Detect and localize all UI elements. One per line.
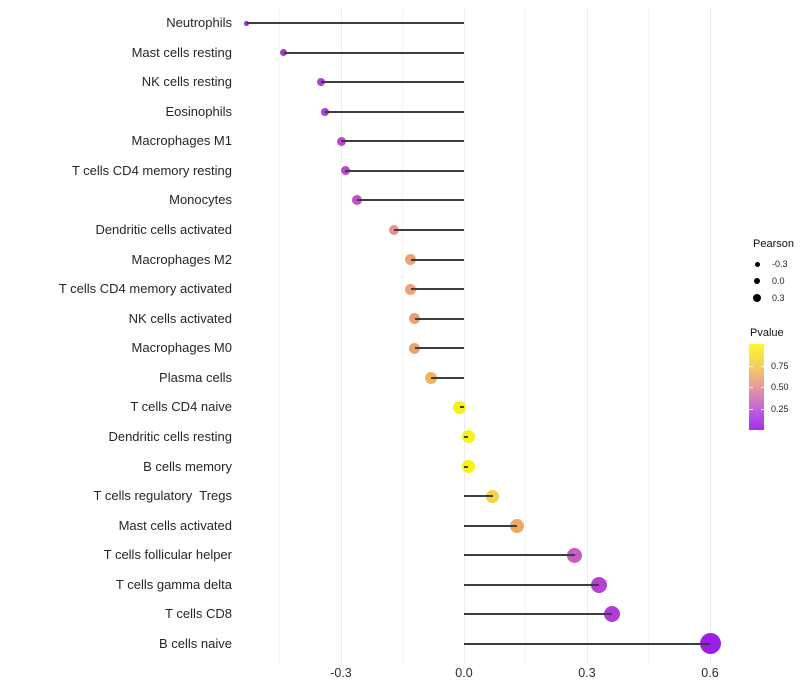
gridline-minor [525, 8, 526, 664]
colorbar-tick [749, 387, 753, 388]
y-axis-label: Monocytes [169, 192, 232, 208]
y-axis-label: Macrophages M2 [131, 251, 232, 267]
lollipop-stem [341, 140, 464, 143]
lollipop-stem [464, 583, 600, 586]
lollipop-dot [591, 576, 608, 593]
legend-pearson-value: 0.0 [772, 276, 785, 286]
lollipop-stem [464, 465, 469, 468]
lollipop-stem [394, 228, 464, 231]
x-axis-tick-label: 0.0 [455, 666, 473, 680]
pvalue-colorbar [749, 344, 764, 430]
lollipop-stem [246, 22, 464, 24]
x-axis-tick-label: 0.3 [578, 666, 596, 680]
y-axis-label: NK cells activated [128, 310, 232, 326]
lollipop-dot [486, 489, 500, 503]
gridline-minor [402, 8, 403, 664]
y-axis-label: B cells naive [159, 635, 232, 651]
colorbar-tick [749, 408, 753, 410]
gridline-minor [279, 8, 280, 664]
y-axis-label: Dendritic cells activated [95, 221, 232, 237]
y-axis-label: Macrophages M1 [131, 133, 232, 149]
lollipop-stem [414, 347, 464, 350]
y-axis-label: T cells CD4 naive [130, 399, 232, 415]
colorbar-tick [760, 365, 764, 367]
legend-pearson-title: Pearson [753, 238, 794, 250]
gridline-major [463, 8, 465, 664]
y-axis-label: T cells CD4 memory resting [71, 162, 232, 178]
lollipop-stem [464, 642, 710, 645]
y-axis-label: Eosinophils [165, 103, 233, 119]
y-axis-label: Mast cells activated [118, 517, 232, 533]
y-axis-label: T cells gamma delta [115, 576, 232, 592]
lollipop-dot [567, 547, 583, 563]
gridline-major [586, 8, 588, 664]
lollipop-stem [357, 199, 464, 202]
lollipop-stem [410, 288, 464, 291]
y-axis-label: NK cells resting [141, 74, 232, 90]
lollipop-stem [414, 317, 464, 320]
y-axis-label: T cells follicular helper [103, 547, 232, 563]
lollipop-stem [464, 495, 493, 498]
lollipop-dot [510, 518, 525, 533]
y-axis-label: Macrophages M0 [131, 340, 232, 356]
pvalue-tick-label: 0.75 [771, 360, 789, 371]
y-axis-label: T cells CD8 [165, 606, 232, 622]
lollipop-dot [603, 606, 620, 623]
lollipop-stem [410, 258, 464, 261]
y-axis-label: Plasma cells [159, 369, 232, 385]
legend-pearson-value: 0.3 [772, 293, 785, 303]
pvalue-tick-label: 0.50 [771, 382, 789, 392]
x-axis-tick-label: 0.6 [701, 666, 719, 680]
lollipop-stem [464, 524, 518, 527]
gridline-major [709, 8, 711, 664]
legend-pearson-dot [753, 277, 761, 285]
legend-pvalue-title: Pvalue [750, 327, 784, 339]
lollipop-dot [461, 460, 475, 474]
colorbar-tick [760, 408, 764, 410]
gridline-major [340, 8, 342, 664]
lollipop-stem [345, 169, 464, 172]
y-axis-label: B cells memory [143, 458, 232, 474]
colorbar-tick [749, 365, 753, 367]
lollipop-stem [464, 435, 469, 438]
y-axis-label: T cells CD4 memory activated [58, 281, 232, 297]
lollipop-stem [459, 406, 464, 409]
pvalue-tick-label: 0.25 [771, 403, 789, 414]
legend-pearson-dot [754, 261, 760, 267]
lollipop-dot [461, 430, 475, 444]
y-axis-label: Mast cells resting [131, 44, 232, 60]
legend-pearson-value: -0.3 [772, 259, 788, 269]
legend-pearson-dot [753, 294, 761, 302]
lollipop-stem [283, 51, 464, 54]
lollipop-stem [324, 110, 464, 113]
lollipop-dot [699, 633, 721, 655]
colorbar-tick [760, 387, 764, 388]
lollipop-stem [464, 554, 575, 557]
x-axis-tick-label: -0.3 [330, 666, 352, 680]
lollipop-stem [464, 613, 612, 616]
y-axis-label: Dendritic cells resting [108, 428, 232, 444]
y-axis-label: T cells regulatory Tregs [93, 488, 232, 504]
lollipop-stem [320, 81, 464, 84]
y-axis-label: Neutrophils [166, 15, 232, 30]
lollipop-stem [431, 376, 464, 379]
gridline-minor [648, 8, 649, 664]
